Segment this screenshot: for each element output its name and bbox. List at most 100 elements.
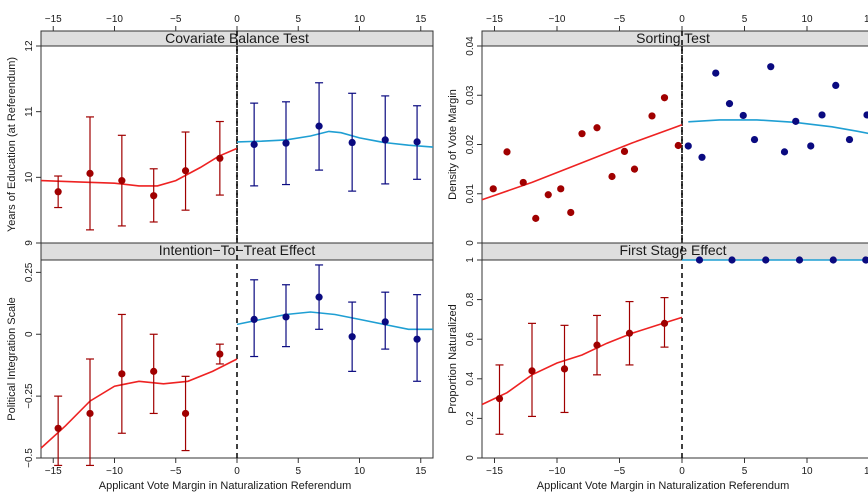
left-data-point bbox=[674, 141, 682, 150]
y-tick-label: −0.25 bbox=[24, 383, 35, 409]
right-data-point bbox=[413, 335, 421, 343]
y-axis-title: Proportion Naturalized bbox=[447, 304, 459, 413]
left-data-point bbox=[503, 148, 511, 156]
right-x-axis-title: Applicant Vote Margin in Naturalization … bbox=[537, 480, 790, 492]
right-data-point bbox=[728, 256, 736, 264]
x-tick-label: −15 bbox=[45, 466, 62, 477]
left-data-point bbox=[593, 341, 601, 349]
left-data-point bbox=[648, 112, 656, 120]
left-data-point bbox=[216, 350, 224, 358]
right-data-point bbox=[807, 142, 815, 150]
right-data-point bbox=[767, 63, 775, 71]
x-tick-label: 0 bbox=[679, 14, 685, 25]
left-data-point bbox=[181, 409, 190, 418]
y-tick-label: 0.6 bbox=[465, 332, 476, 346]
left-data-point bbox=[181, 167, 190, 175]
x-tick-label: −5 bbox=[614, 466, 626, 477]
right-fit-curve bbox=[688, 119, 868, 135]
panel-sorting-test: Sorting Test 0 0.01 0.02 0.03 0.04 Density of … bbox=[447, 14, 868, 259]
left-data-point bbox=[567, 208, 575, 217]
y-tick-label: 9 bbox=[24, 240, 35, 246]
left-data-point bbox=[528, 367, 536, 375]
x-tick-label: 5 bbox=[295, 466, 301, 477]
left-fit-curve bbox=[40, 147, 238, 187]
left-data-point bbox=[578, 130, 586, 138]
right-data-point bbox=[818, 111, 826, 119]
right-fit-curve bbox=[236, 311, 433, 331]
right-data-point bbox=[792, 117, 800, 125]
left-data-point bbox=[620, 147, 629, 155]
left-fit-curve bbox=[481, 316, 683, 406]
y-tick-label: 0.4 bbox=[465, 371, 476, 385]
right-column: Sorting Test 0 0.01 0.02 0.03 0.04 Density of … bbox=[447, 14, 868, 477]
x-tick-label: −10 bbox=[106, 14, 123, 25]
right-data-point bbox=[698, 153, 706, 161]
y-tick-label: 1 bbox=[465, 257, 476, 263]
right-data-point bbox=[348, 333, 356, 341]
right-data-point bbox=[282, 313, 290, 321]
right-data-point bbox=[315, 293, 323, 301]
x-tick-label: 5 bbox=[742, 14, 748, 25]
left-data-point bbox=[216, 154, 224, 162]
panel-title: Sorting Test bbox=[636, 30, 710, 46]
right-data-point bbox=[762, 256, 770, 264]
right-data-point bbox=[695, 256, 704, 264]
x-tick-label: −5 bbox=[170, 14, 182, 25]
panel-title: Covariate Balance Test bbox=[165, 30, 309, 46]
x-tick-label: −10 bbox=[106, 466, 123, 477]
left-data-point bbox=[86, 409, 94, 418]
x-tick-label: 15 bbox=[864, 14, 868, 25]
right-data-point bbox=[862, 256, 868, 264]
right-data-point bbox=[315, 122, 323, 130]
left-data-point bbox=[495, 395, 504, 403]
left-data-point bbox=[544, 191, 552, 199]
left-data-point bbox=[519, 178, 527, 187]
left-x-axis-title: Applicant Vote Margin in Naturalization … bbox=[99, 480, 352, 492]
x-tick-label: −5 bbox=[170, 466, 182, 477]
x-tick-label: 10 bbox=[354, 466, 366, 477]
x-tick-label: −15 bbox=[486, 466, 503, 477]
panel-first-stage-effect: First Stage Effect 0 0.2 0.4 0.6 0.8 1 Proporti… bbox=[447, 242, 868, 477]
right-data-point bbox=[863, 111, 868, 119]
y-tick-label: 0.8 bbox=[465, 292, 476, 306]
right-data-point bbox=[845, 135, 854, 144]
x-tick-label: 0 bbox=[234, 466, 240, 477]
y-tick-label: 10 bbox=[24, 171, 35, 183]
left-fit-curve bbox=[481, 124, 683, 201]
right-data-point bbox=[725, 100, 734, 108]
x-tick-label: 10 bbox=[801, 14, 813, 25]
left-data-point bbox=[660, 94, 669, 102]
x-tick-label: 15 bbox=[415, 466, 427, 477]
y-tick-label: 0.04 bbox=[465, 36, 476, 56]
x-tick-label: −10 bbox=[549, 14, 566, 25]
y-tick-label: 0 bbox=[465, 455, 476, 461]
left-data-point bbox=[630, 165, 639, 173]
left-data-point bbox=[625, 329, 634, 337]
y-tick-label: 12 bbox=[24, 40, 35, 52]
right-data-point bbox=[250, 315, 258, 323]
left-data-point bbox=[560, 365, 569, 373]
x-tick-label: 15 bbox=[415, 14, 427, 25]
y-tick-label: 0.2 bbox=[465, 411, 476, 425]
x-tick-label: −15 bbox=[45, 14, 62, 25]
y-tick-label: 11 bbox=[24, 106, 35, 117]
y-axis-title: Political Integration Scale bbox=[6, 297, 18, 421]
y-tick-label: −0.5 bbox=[24, 448, 35, 468]
right-data-point bbox=[684, 142, 692, 150]
right-data-point bbox=[381, 136, 389, 144]
left-data-point bbox=[660, 319, 669, 327]
right-data-point bbox=[348, 138, 356, 147]
right-data-point bbox=[250, 140, 258, 149]
plot-frame bbox=[481, 259, 868, 459]
left-data-point bbox=[532, 214, 540, 222]
x-tick-label: −10 bbox=[549, 466, 566, 477]
left-data-point bbox=[593, 124, 601, 132]
left-data-point bbox=[118, 177, 126, 185]
x-tick-label: 5 bbox=[742, 466, 748, 477]
right-data-point bbox=[282, 139, 290, 147]
right-data-point bbox=[795, 256, 804, 264]
x-tick-label: −5 bbox=[614, 14, 626, 25]
right-data-point bbox=[712, 69, 720, 77]
left-data-point bbox=[557, 185, 565, 193]
